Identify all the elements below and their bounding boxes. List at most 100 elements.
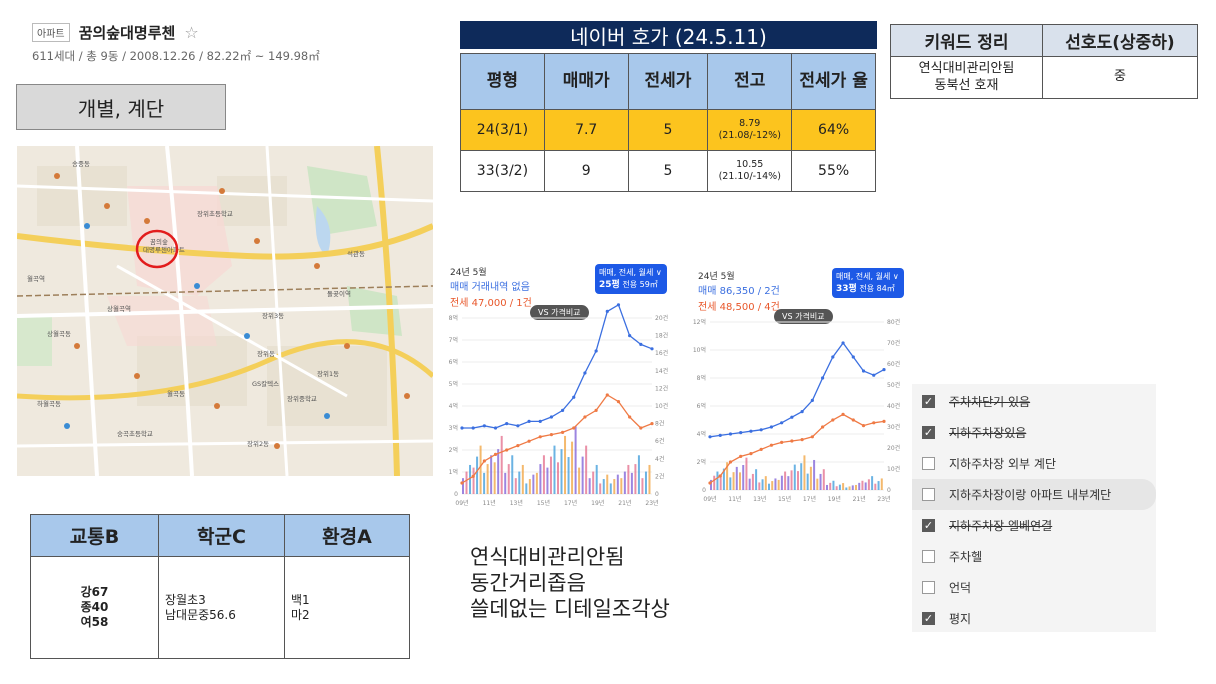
checkbox-empty-icon[interactable] [922,457,935,470]
jeonse-line-point [820,425,825,429]
y-right-tick: 20건 [887,444,900,452]
sale-line-point [471,426,475,430]
sale-line-point [493,426,498,430]
checkbox-checked-icon[interactable]: ✓ [922,519,935,532]
x-tick: 09년 [703,495,716,503]
volume-bar [507,464,510,494]
volume-bar [719,474,722,490]
volume-bar [637,455,640,494]
vs-compare-button[interactable]: VS 가격비교 [530,305,589,320]
volume-bar [735,466,738,490]
star-icon[interactable]: ☆ [184,23,199,42]
keyword-table: 키워드 정리 선호도(상중하) 연식대비관리안됨 동북선 호재 중 [890,24,1198,99]
checklist-item[interactable]: 지하주차장 외부 계단 [912,448,1156,479]
sale-line-point [780,421,784,425]
jeonse-line-point [460,481,464,485]
keyword-cell: 연식대비관리안됨 동북선 호재 [890,56,1043,99]
col-transport: 교통B [30,514,159,557]
checkbox-empty-icon[interactable] [922,550,935,563]
cell-ratio: 64% [791,109,876,151]
sale-line-point [739,431,743,435]
volume-bar [871,476,874,490]
sale-line-point [560,408,565,412]
jeonse-line-point [841,412,845,416]
volume-bar [602,479,605,494]
checklist-item[interactable]: ✓ 지하주차장 엘베연결 [912,510,1156,541]
vs-compare-button[interactable]: VS 가격비교 [774,309,833,324]
volume-bar [493,462,496,494]
volume-bar [809,466,812,490]
checklist-item[interactable]: ✓ 평지 [912,603,1156,634]
checklist-item[interactable]: ✓ 주차차단기 있음 [912,386,1156,417]
volume-bar [800,463,803,490]
jeonse-line-point [516,444,520,448]
jeonse-line-point [538,435,542,439]
jeonse-line-point [572,426,576,430]
chart-jeonse-summary: 전세 47,000 / 1건 [450,298,532,309]
trade-type-dropdown[interactable]: 매매, 전세, 월세 ∨ 33평 전용 84㎡ [832,268,904,298]
volume-bar [560,449,563,494]
checkbox-empty-icon[interactable] [922,488,935,501]
table-row: 24(3/1) 7.7 5 8.79 (21.08/-12%) 64% [460,109,876,151]
map-label: 장위1동 [317,369,339,378]
sale-line-point [650,347,654,351]
volume-bar [504,472,507,494]
map-label: 대명루첸아파트 [143,245,185,254]
checklist-item[interactable]: 지하주차장이랑 아파트 내부계단 [912,479,1156,510]
volume-bar [564,435,567,494]
checklist-label: 지하주차장 엘베연결 [949,519,1053,533]
volume-bar [500,435,503,494]
y-left-tick: 4억 [697,430,706,438]
volume-bar [553,445,556,494]
checkbox-checked-icon[interactable]: ✓ [922,426,935,439]
volume-bar [634,464,637,494]
volume-bar [732,472,735,490]
y-right-tick: 10건 [887,465,900,473]
map-label: 월곡동 [167,389,185,398]
sale-line-point [538,419,542,423]
jeonse-line-point [583,415,587,419]
jeonse-line-point [639,426,643,430]
jeonse-line-point [749,452,753,456]
apt-name[interactable]: 꿈의숲대명루첸 [78,24,176,42]
sale-line-point [861,369,866,373]
type-label: 개별, 계단 [16,84,226,130]
jeonse-line-point [810,435,814,439]
jeonse-line-point [594,408,598,412]
volume-bar [571,441,574,494]
x-tick: 21년 [853,495,866,503]
checklist-item[interactable]: 언덕 [912,572,1156,603]
jeonse-line-point [708,481,712,485]
sale-line-point [549,415,554,419]
volume-bar [855,484,857,490]
checkbox-empty-icon[interactable] [922,581,935,594]
volume-bar [771,481,774,490]
trade-type-dropdown[interactable]: 매매, 전세, 월세 ∨ 25평 전용 59㎡ [595,264,667,294]
volume-bar [777,479,780,490]
volume-bar [774,478,777,490]
volume-bar [787,476,790,490]
jeonse-line-point [549,433,554,437]
map-canvas: 꿈의숲 대명루첸아파트 송중동 장위동 월곡동 장위3동 장위1동 장위2동 하… [17,146,433,476]
naver-title: 네이버 호가 (24.5.11) [460,21,877,49]
volume-bar [483,472,486,494]
volume-bar [864,482,867,490]
volume-bar [768,483,770,490]
volume-bar [819,473,822,490]
x-tick: 19년 [828,495,841,503]
y-left-tick: 1억 [449,468,458,476]
volume-bar [472,467,475,494]
sale-line [709,341,885,438]
sale-line-point [516,424,520,428]
map[interactable]: 꿈의숲 대명루첸아파트 송중동 장위동 월곡동 장위3동 장위1동 장위2동 하… [17,146,433,476]
chart-sale-summary: 매매 거래내역 없음 [450,282,530,293]
checkbox-checked-icon[interactable]: ✓ [922,395,935,408]
volume-bar [755,469,758,490]
checklist-item[interactable]: ✓ 지하주차장있음 [912,417,1156,448]
table-row: 33(3/2) 9 5 10.55 (21.10/-14%) 55% [460,150,876,192]
checklist-item[interactable]: 주차헬 [912,541,1156,572]
volume-bar [595,464,598,494]
checkbox-checked-icon[interactable]: ✓ [922,612,935,625]
volume-bar [845,487,848,490]
volume-bar [606,474,609,494]
